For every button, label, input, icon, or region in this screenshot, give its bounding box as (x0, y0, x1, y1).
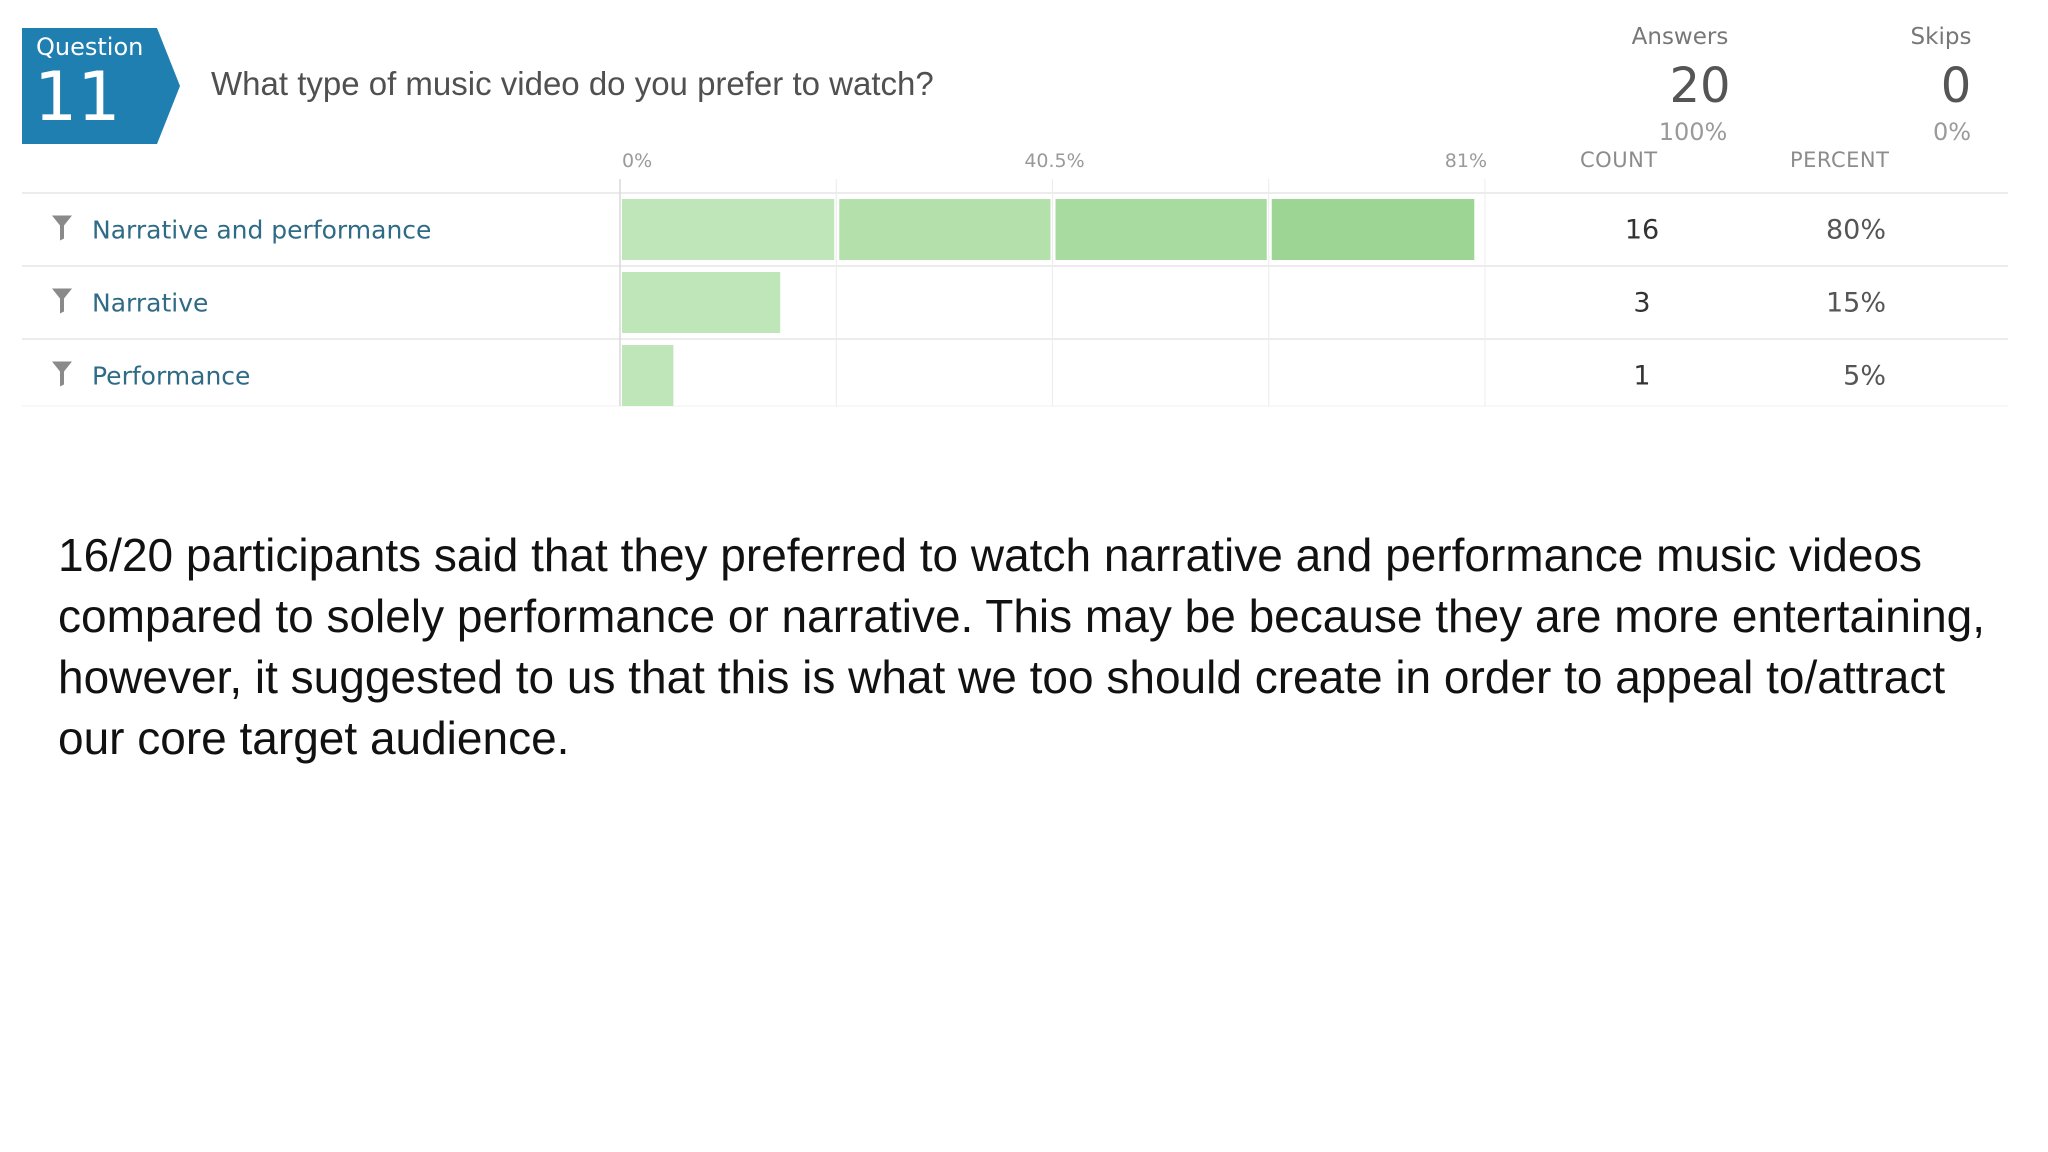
skips-percent: 0% (1932, 118, 1972, 146)
x-tick-label: 0% (622, 150, 652, 172)
row-label: Performance (92, 362, 250, 391)
bar-performance (622, 345, 674, 406)
question-number: 11 (34, 58, 121, 137)
bar-narrative-and-performance (622, 199, 835, 260)
analysis-caption: 16/20 participants said that they prefer… (58, 529, 1986, 764)
bar-narrative-and-performance (1055, 199, 1267, 260)
filter-icon (52, 361, 72, 387)
row-label: Narrative and performance (92, 216, 431, 245)
answers-label: Answers (1631, 24, 1729, 50)
filter-icon (52, 215, 72, 241)
row-count: 16 (1625, 215, 1659, 246)
question-badge-label: Question (36, 33, 144, 61)
x-tick-label: 81% (1445, 150, 1487, 172)
skips-label: Skips (1910, 24, 1972, 50)
question-title: What type of music video do you prefer t… (211, 65, 934, 102)
answers-value: 20 (1669, 58, 1731, 114)
question-badge (22, 28, 180, 144)
row-count: 1 (1633, 361, 1650, 392)
row-percent: 15% (1826, 288, 1886, 319)
bar-narrative-and-performance (1271, 199, 1475, 260)
x-tick-label: 40.5% (1024, 150, 1084, 172)
row-percent: 5% (1843, 361, 1886, 392)
count-column-header: COUNT (1580, 148, 1658, 172)
response-bar-chart: 0% 40.5% 81% Narrative and performance 16 80%… (22, 150, 2008, 407)
filter-icon (52, 288, 72, 314)
bar-narrative-and-performance (839, 199, 1051, 260)
percent-column-header: PERCENT (1790, 148, 1890, 172)
bar-narrative (622, 272, 781, 333)
row-percent: 80% (1826, 215, 1886, 246)
row-label: Narrative (92, 289, 208, 318)
row-count: 3 (1633, 288, 1650, 319)
skips-value: 0 (1940, 58, 1972, 114)
answers-percent: 100% (1658, 118, 1728, 146)
